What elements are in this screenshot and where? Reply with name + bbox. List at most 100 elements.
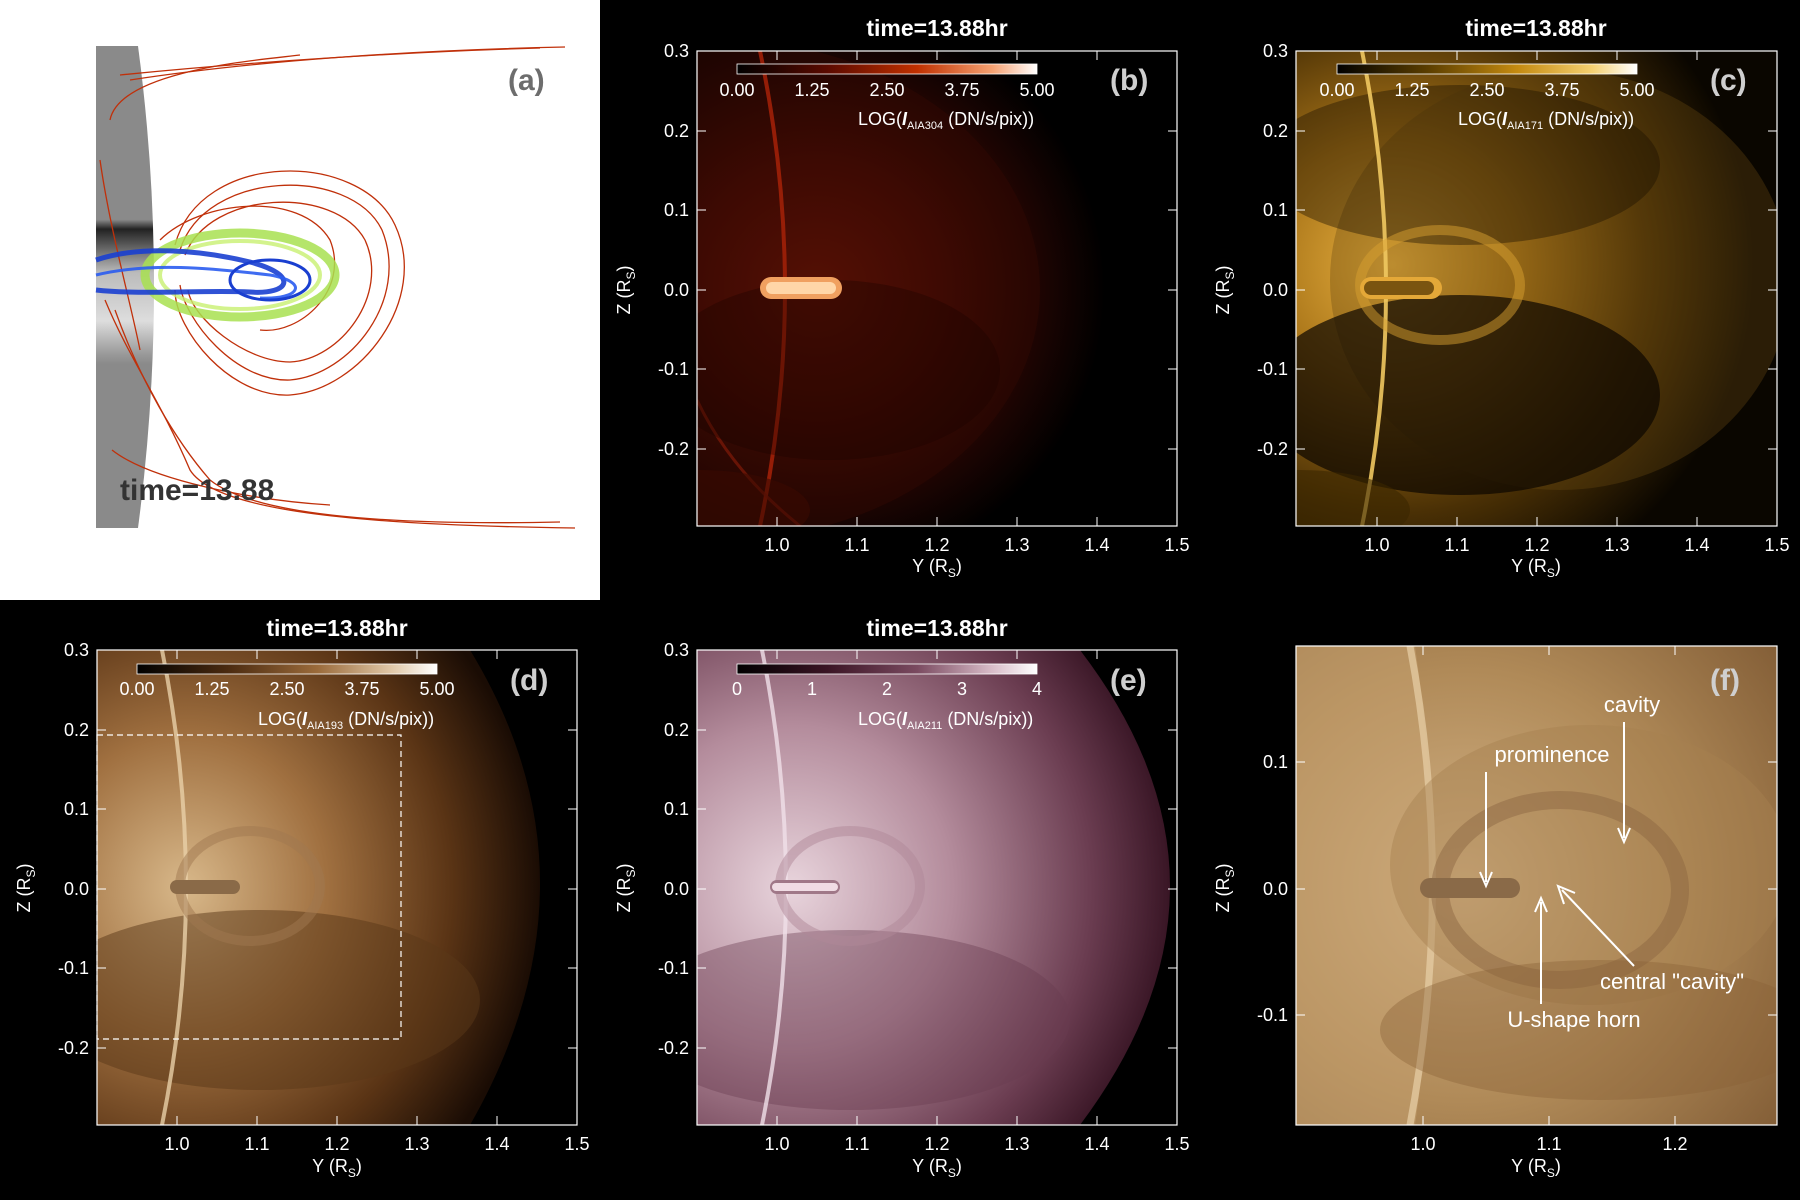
panel-c-yticks: 0.3 0.2 0.1 0.0 -0.1 -0.2 bbox=[1257, 41, 1777, 459]
annotation-cavity-arrowhead bbox=[1617, 827, 1631, 845]
panel-c-ytick-label: 0.0 bbox=[1263, 280, 1288, 300]
panel-b-colorbar-tick-label: 3.75 bbox=[944, 80, 979, 100]
panel-e-colorbar-tick-label: 3 bbox=[957, 679, 967, 699]
panel-c-xtick-label: 1.0 bbox=[1364, 535, 1389, 555]
panel-f-xlabel: Y (RS) bbox=[1511, 1156, 1561, 1180]
panel-b-colorbar-ticks: 0.00 1.25 2.50 3.75 5.00 bbox=[719, 80, 1054, 100]
panel-b-ytick-label: 0.1 bbox=[664, 200, 689, 220]
panel-b-colorbar: 0.00 1.25 2.50 3.75 5.00 LOG(IAIA304 (DN/s/p… bbox=[719, 63, 1055, 132]
panel-b-colorbar-tick-label: 5.00 bbox=[1019, 80, 1054, 100]
panel-d-colorbar-tick-label: 5.00 bbox=[419, 679, 454, 699]
panel-d-xticks: 1.0 1.1 1.2 1.3 1.4 1.5 bbox=[164, 650, 590, 1154]
panel-a-letter: (a) bbox=[508, 64, 545, 97]
panel-a-time-label: time=13.88 bbox=[120, 474, 274, 507]
panel-d-letter: (d) bbox=[510, 664, 548, 697]
solar-limb-image bbox=[96, 46, 154, 528]
panel-e-ytick-label: -0.1 bbox=[658, 958, 689, 978]
panel-f-xticks: 1.0 1.1 1.2 bbox=[1410, 646, 1688, 1154]
panel-b-xtick-label: 1.0 bbox=[764, 535, 789, 555]
panel-b-yticks: 0.3 0.2 0.1 0.0 -0.1 -0.2 bbox=[658, 41, 1177, 459]
panel-e-colorbar-tick-label: 2 bbox=[882, 679, 892, 699]
panel-e-image bbox=[697, 650, 1177, 1125]
panel-c-image bbox=[1296, 51, 1777, 526]
panel-c: time=13.88hr 1.0 1.1 1.2 1.3 1.4 1.5 0.30.20.… bbox=[1213, 15, 1790, 580]
panel-e-ytick-label: 0.3 bbox=[664, 640, 689, 660]
panel-c-colorbar-gradient bbox=[1336, 63, 1638, 75]
panel-b-ytick-label: 0.2 bbox=[664, 121, 689, 141]
panel-d: time=13.88hr 1.0 1.1 1.2 1.3 1.4 1.5 0.30.20.… bbox=[14, 615, 590, 1180]
panel-f-ytick-label: 0.0 bbox=[1263, 879, 1288, 899]
panel-d-colorbar-tick-label: 0.00 bbox=[119, 679, 154, 699]
panel-d-ytick-label: 0.1 bbox=[64, 799, 89, 819]
panel-e-xtick-label: 1.1 bbox=[844, 1134, 869, 1154]
panel-f-ylabel: Z (RS) bbox=[1213, 863, 1237, 912]
panel-b-colorbar-tick-label: 2.50 bbox=[869, 80, 904, 100]
panel-d-ylabel: Z (RS) bbox=[14, 863, 38, 912]
panel-c-xtick-label: 1.2 bbox=[1524, 535, 1549, 555]
magnetic-field-lines bbox=[99, 46, 576, 529]
panel-c-ytick-label: -0.2 bbox=[1257, 439, 1288, 459]
panel-c-ytick-label: 0.2 bbox=[1263, 121, 1288, 141]
annotation-u-shape-horn-arrowhead bbox=[1534, 895, 1548, 913]
panel-e-xtick-label: 1.3 bbox=[1004, 1134, 1029, 1154]
panel-e-xtick-label: 1.0 bbox=[764, 1134, 789, 1154]
panel-e-xtick-label: 1.5 bbox=[1164, 1134, 1189, 1154]
panel-b-image bbox=[697, 51, 1177, 526]
panel-d-xtick-label: 1.3 bbox=[404, 1134, 429, 1154]
panel-d-ytick-label: 0.0 bbox=[64, 879, 89, 899]
panel-b-xtick-label: 1.5 bbox=[1164, 535, 1189, 555]
panel-a: (a) time=13.88 bbox=[0, 0, 600, 600]
panel-b-xticks: 1.0 1.1 1.2 1.3 1.4 1.5 bbox=[764, 51, 1190, 555]
panel-f-annotations: cavity prominence central "cavity" U-sha… bbox=[1479, 692, 1744, 1032]
panel-d-ytick-label: -0.2 bbox=[58, 1038, 89, 1058]
panel-e-xlabel: Y (RS) bbox=[912, 1156, 962, 1180]
panel-d-zoom-box bbox=[96, 734, 402, 1040]
panel-c-colorbar-tick-label: 2.50 bbox=[1469, 80, 1504, 100]
panel-e-ylabel: Z (RS) bbox=[614, 863, 638, 912]
annotation-cavity: cavity bbox=[1604, 692, 1660, 717]
annotation-prominence: prominence bbox=[1495, 742, 1610, 767]
panel-f: 1.0 1.1 1.2 0.1 0.0 -0.1 Y (RS) Z (RS) cavit… bbox=[1213, 645, 1778, 1180]
panel-d-colorbar-gradient bbox=[136, 663, 438, 675]
panel-f-yticks: 0.1 0.0 -0.1 bbox=[1257, 752, 1777, 1025]
panel-b-xtick-label: 1.4 bbox=[1084, 535, 1109, 555]
panel-b-colorbar-label: LOG(IAIA304 (DN/s/pix)) bbox=[858, 109, 1034, 132]
panel-c-colorbar-tick-label: 3.75 bbox=[1544, 80, 1579, 100]
panel-e-colorbar-tick-label: 1 bbox=[807, 679, 817, 699]
panel-c-xtick-label: 1.4 bbox=[1684, 535, 1709, 555]
panel-e-yticks: 0.3 0.2 0.1 0.0 -0.1 -0.2 bbox=[658, 640, 1177, 1058]
panel-d-colorbar-ticks: 0.00 1.25 2.50 3.75 5.00 bbox=[119, 679, 454, 699]
panel-c-colorbar-tick-label: 1.25 bbox=[1394, 80, 1429, 100]
panel-b-colorbar-tick-label: 0.00 bbox=[719, 80, 754, 100]
panel-f-xtick-label: 1.2 bbox=[1662, 1134, 1687, 1154]
panel-f-letter: (f) bbox=[1710, 664, 1740, 697]
panel-c-colorbar-tick-label: 0.00 bbox=[1319, 80, 1354, 100]
panel-e-colorbar-ticks: 0 1 2 3 4 bbox=[732, 679, 1042, 699]
panel-d-colorbar-tick-label: 2.50 bbox=[269, 679, 304, 699]
panel-e-ytick-label: 0.1 bbox=[664, 799, 689, 819]
panel-e-xticks: 1.0 1.1 1.2 1.3 1.4 1.5 bbox=[764, 650, 1190, 1154]
panel-f-xtick-label: 1.1 bbox=[1536, 1134, 1561, 1154]
panel-b-colorbar-gradient bbox=[736, 63, 1038, 75]
panel-d-ytick-label: -0.1 bbox=[58, 958, 89, 978]
panel-d-yticks: 0.3 0.2 0.1 0.0 -0.1 -0.2 bbox=[58, 640, 577, 1058]
panel-c-xtick-label: 1.1 bbox=[1444, 535, 1469, 555]
panel-c-colorbar: 0.00 1.25 2.50 3.75 5.00 LOG(IAIA171 (DN/s/p… bbox=[1319, 63, 1655, 132]
panel-b-ytick-label: -0.2 bbox=[658, 439, 689, 459]
panel-f-xtick-label: 1.0 bbox=[1410, 1134, 1435, 1154]
panel-c-ytick-label: 0.3 bbox=[1263, 41, 1288, 61]
panel-e-colorbar-tick-label: 4 bbox=[1032, 679, 1042, 699]
panel-c-colorbar-label: LOG(IAIA171 (DN/s/pix)) bbox=[1458, 109, 1634, 132]
panel-c-xtick-label: 1.3 bbox=[1604, 535, 1629, 555]
panel-f-frame bbox=[1295, 645, 1778, 1126]
annotation-u-shape-horn: U-shape horn bbox=[1507, 1007, 1640, 1032]
panel-c-ylabel: Z (RS) bbox=[1213, 265, 1237, 314]
panel-d-xtick-label: 1.5 bbox=[564, 1134, 589, 1154]
panel-b-xlabel: Y (RS) bbox=[912, 556, 962, 580]
panel-b-xtick-label: 1.3 bbox=[1004, 535, 1029, 555]
panel-e-xtick-label: 1.4 bbox=[1084, 1134, 1109, 1154]
annotation-central-cavity: central "cavity" bbox=[1600, 969, 1744, 994]
panel-e-title: time=13.88hr bbox=[866, 615, 1007, 641]
annotation-central-cavity-arrow bbox=[1561, 889, 1635, 967]
panel-b: time=13.88hr 1.0 1.1 1.2 1.3 1.4 1.5 0.30.20.… bbox=[614, 15, 1190, 580]
